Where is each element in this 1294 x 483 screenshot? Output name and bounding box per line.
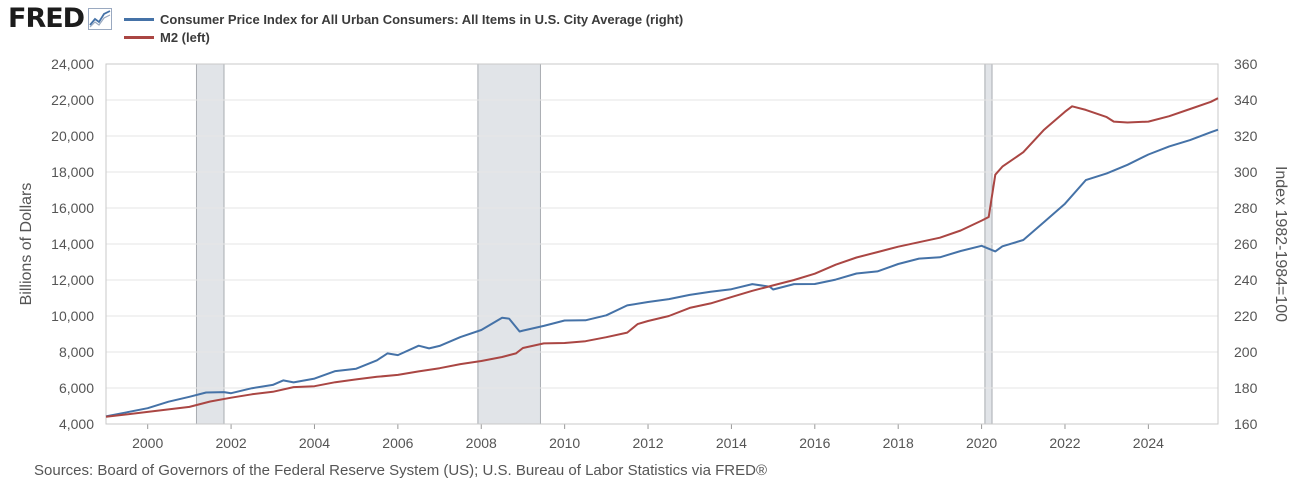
legend-label-m2: M2 (left) — [160, 29, 210, 45]
left-tick-label: 8,000 — [59, 344, 94, 360]
left-tick-label: 6,000 — [59, 380, 94, 396]
x-tick-label: 2018 — [883, 435, 914, 451]
trend-line-icon — [88, 8, 113, 30]
right-tick-label: 320 — [1234, 128, 1258, 144]
left-tick-label: 10,000 — [51, 308, 94, 324]
legend-item-m2[interactable]: M2 (left) — [124, 28, 683, 46]
x-tick-label: 2008 — [466, 435, 497, 451]
x-tick-label: 2016 — [799, 435, 830, 451]
left-axis-title: Billions of Dollars — [18, 183, 35, 306]
right-tick-label: 220 — [1234, 308, 1258, 324]
fred-logo-text: FRED — [8, 3, 85, 34]
left-tick-label: 18,000 — [51, 164, 94, 180]
x-tick-label: 2022 — [1049, 435, 1080, 451]
x-tick-label: 2020 — [966, 435, 997, 451]
left-tick-label: 22,000 — [51, 92, 94, 108]
legend-swatch-m2 — [124, 35, 154, 39]
right-tick-label: 260 — [1234, 236, 1258, 252]
x-tick-label: 2010 — [549, 435, 580, 451]
left-tick-label: 20,000 — [51, 128, 94, 144]
plot-frame — [105, 63, 1219, 425]
right-tick-label: 300 — [1234, 164, 1258, 180]
legend-swatch-cpi — [124, 17, 154, 21]
x-tick-label: 2000 — [132, 435, 163, 451]
sources-note: Sources: Board of Governors of the Feder… — [34, 462, 768, 479]
left-tick-label: 24,000 — [51, 56, 94, 72]
line-chart: 4,000 6,000 8,000 10,000 12,000 14,000 16,000 1… — [18, 56, 1289, 451]
left-tick-label: 14,000 — [51, 236, 94, 252]
x-tick-label: 2002 — [216, 435, 247, 451]
right-tick-label: 280 — [1234, 200, 1258, 216]
right-tick-label: 180 — [1234, 380, 1258, 396]
left-tick-label: 4,000 — [59, 416, 94, 432]
fred-logo[interactable]: FRED — [8, 3, 113, 34]
chart-legend: Consumer Price Index for All Urban Consu… — [124, 10, 683, 46]
series-line-cpi — [105, 128, 1219, 418]
right-tick-label: 340 — [1234, 92, 1258, 108]
legend-label-cpi: Consumer Price Index for All Urban Consu… — [160, 11, 684, 27]
x-tick-label: 2004 — [299, 435, 330, 451]
chart-header: FRED Consumer Price Index for All Urban … — [0, 0, 1294, 50]
x-tick-label: 2012 — [632, 435, 663, 451]
x-tick-label: 2014 — [716, 435, 747, 451]
right-tick-label: 240 — [1234, 272, 1258, 288]
x-tick-label: 2006 — [382, 435, 413, 451]
left-tick-label: 12,000 — [51, 272, 94, 288]
series-line-m2 — [105, 97, 1219, 418]
right-tick-label: 200 — [1234, 344, 1258, 360]
right-tick-label: 160 — [1234, 416, 1258, 432]
left-tick-label: 16,000 — [51, 200, 94, 216]
right-tick-label: 360 — [1234, 56, 1258, 72]
right-axis-title: Index 1982-1984=100 — [1272, 166, 1289, 322]
x-tick-label: 2024 — [1133, 435, 1164, 451]
legend-item-cpi[interactable]: Consumer Price Index for All Urban Consu… — [124, 10, 683, 28]
